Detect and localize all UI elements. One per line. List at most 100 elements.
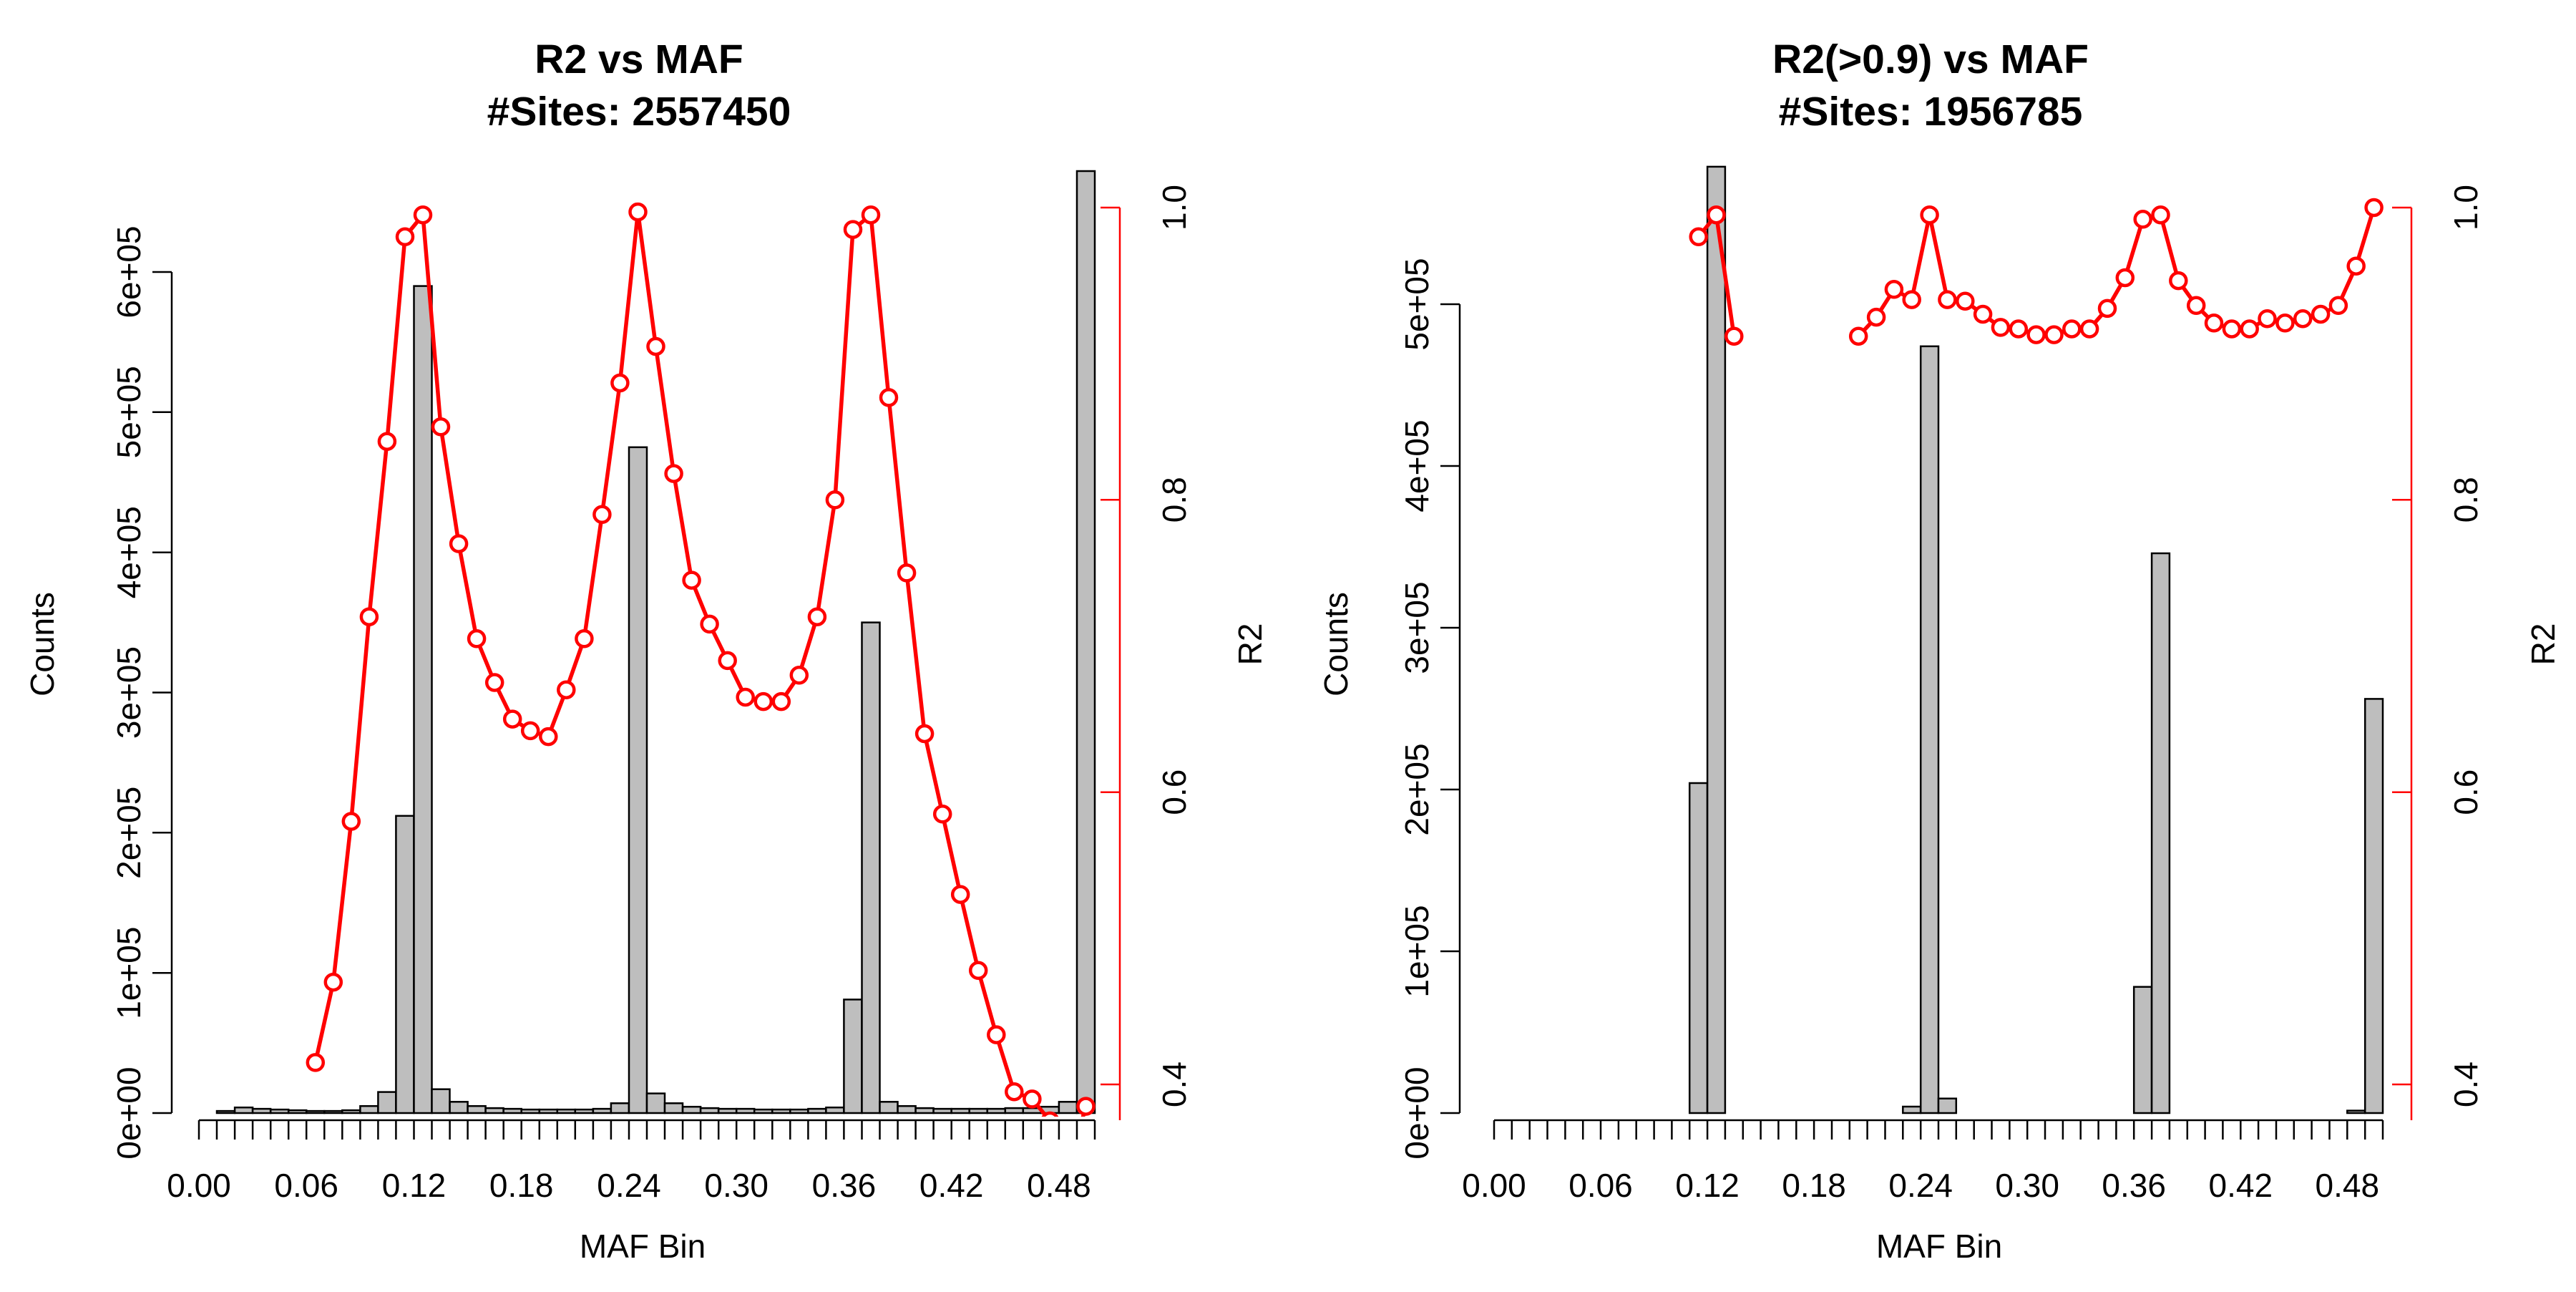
r2-point — [950, 885, 970, 904]
bar — [2363, 698, 2384, 1114]
r2-point — [987, 1025, 1006, 1044]
bar — [1706, 165, 1727, 1114]
r2-point — [2204, 314, 2224, 333]
chart-title: R2 vs MAF — [535, 37, 743, 82]
bar — [449, 1101, 469, 1114]
r2-point — [628, 202, 648, 222]
r2-point — [2186, 296, 2206, 316]
r2-point — [2115, 268, 2135, 288]
r2-point — [431, 417, 451, 437]
r2-point — [2151, 205, 2170, 225]
x-tick-label: 0.24 — [1888, 1167, 1953, 1204]
r2-point — [1724, 326, 1744, 346]
r2-point — [341, 812, 361, 831]
r2-point — [789, 666, 809, 685]
y2-tick-label: 0.6 — [1156, 769, 1193, 815]
x-tick-label: 0.06 — [1568, 1167, 1633, 1204]
r2-point — [1848, 326, 1868, 346]
bar — [879, 1101, 899, 1114]
bar — [932, 1107, 952, 1114]
r2-point — [539, 727, 558, 747]
bar — [1058, 1101, 1078, 1114]
bar — [2150, 552, 2171, 1114]
r2-point — [1991, 318, 2011, 337]
r2-point — [2346, 256, 2366, 276]
r2-point — [1076, 1097, 1096, 1116]
r2-point — [2169, 271, 2188, 291]
chart-subtitle: #Sites: 1956785 — [1779, 89, 2083, 135]
bar — [251, 1107, 272, 1114]
x-tick-label: 0.30 — [1995, 1167, 2059, 1204]
r2-point — [2097, 298, 2117, 319]
x-tick-label: 0.12 — [382, 1167, 447, 1204]
y2-tick-label: 0.8 — [1156, 477, 1193, 523]
r2-point — [395, 227, 415, 247]
x-tick-label: 0.48 — [2316, 1167, 2380, 1204]
x-axis-label: MAF Bin — [1876, 1228, 2002, 1265]
bar — [628, 446, 648, 1114]
y-tick-label: 1e+05 — [110, 927, 147, 1019]
r2-point — [502, 709, 522, 729]
y-tick-label: 1e+05 — [1398, 905, 1435, 997]
r2-point — [449, 534, 469, 553]
r2-point — [1973, 304, 1993, 324]
r2-point — [2062, 319, 2082, 339]
r2-point — [807, 607, 827, 626]
bar — [717, 1107, 738, 1114]
y-axis-label: Counts — [1317, 592, 1355, 696]
r2-point — [359, 607, 379, 626]
r2-point — [825, 490, 845, 510]
r2-line — [313, 210, 1088, 1117]
bar — [484, 1107, 504, 1114]
r2-point — [1041, 1111, 1059, 1117]
bar — [502, 1107, 522, 1114]
bar — [341, 1109, 361, 1114]
bar — [950, 1107, 970, 1114]
bar — [215, 1109, 236, 1114]
bar — [807, 1107, 827, 1114]
y-tick-label: 3e+05 — [1398, 581, 1435, 674]
bar — [914, 1107, 935, 1114]
r2-point — [2133, 210, 2152, 229]
r2-point — [2222, 319, 2242, 339]
bar — [681, 1105, 702, 1114]
r2-point — [1866, 307, 1886, 327]
bar — [1688, 782, 1709, 1114]
bar — [663, 1102, 684, 1114]
r2-point — [664, 464, 683, 483]
r2-point — [467, 629, 487, 649]
r2-point — [2079, 319, 2099, 339]
r2-point — [377, 432, 397, 451]
y-tick-label: 3e+05 — [110, 646, 147, 739]
bar — [699, 1107, 720, 1114]
y-tick-label: 0e+00 — [110, 1067, 147, 1159]
r2-point — [610, 373, 630, 393]
bar — [592, 1107, 613, 1114]
x-tick-label: 0.18 — [1782, 1167, 1846, 1204]
r2-point — [1938, 290, 1957, 309]
r2-point — [413, 205, 433, 225]
r2-point — [682, 570, 701, 590]
bar — [861, 621, 881, 1114]
bar — [287, 1109, 308, 1114]
r2-point — [1920, 205, 1939, 225]
r2-series — [306, 202, 1096, 1117]
r2-point — [1689, 227, 1708, 247]
r2-point — [2240, 319, 2259, 339]
r2-point — [879, 388, 899, 407]
y2-tick-label: 0.4 — [1156, 1062, 1193, 1107]
y-tick-label: 2e+05 — [110, 787, 147, 879]
bar — [897, 1104, 917, 1114]
x-tick-label: 0.00 — [1462, 1167, 1526, 1204]
r2-point — [646, 336, 665, 356]
r2-point — [1707, 205, 1726, 225]
bar — [1937, 1097, 1958, 1114]
y-tick-label: 4e+05 — [110, 506, 147, 598]
y-axis-label: Counts — [24, 592, 61, 696]
r2-point — [753, 691, 774, 711]
y2-axis-label: R2 — [1231, 623, 1269, 666]
y-tick-label: 0e+00 — [1398, 1067, 1435, 1159]
x-tick-label: 0.12 — [1675, 1167, 1740, 1204]
r2-point — [2293, 309, 2313, 329]
